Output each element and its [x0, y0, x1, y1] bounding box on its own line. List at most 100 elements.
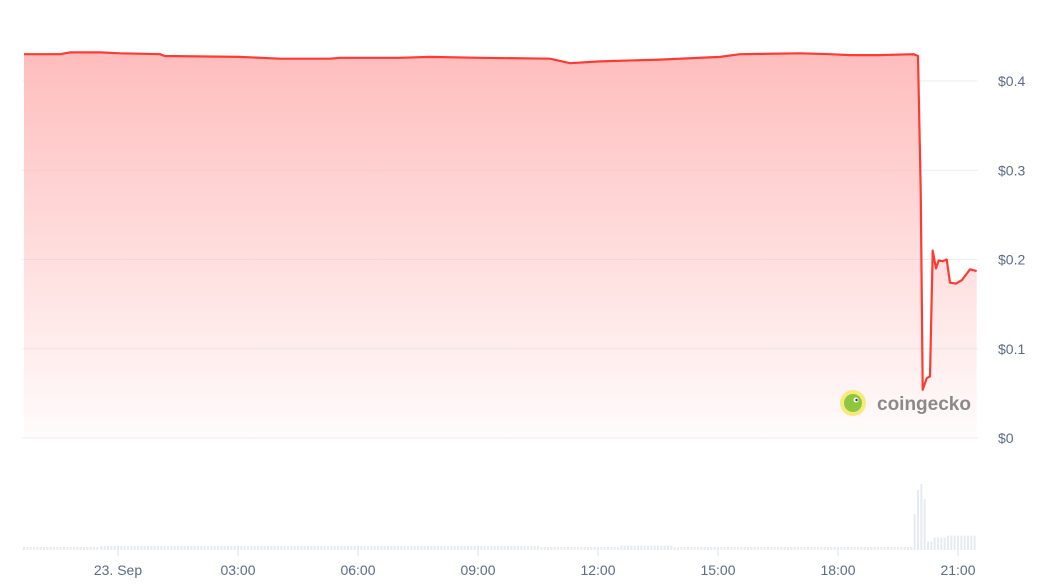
- volume-bar: [487, 545, 489, 550]
- volume-bar: [36, 547, 39, 550]
- volume-bar: [123, 545, 126, 550]
- volume-bar: [673, 547, 676, 550]
- volume-bar: [467, 545, 469, 550]
- volume-bar: [890, 547, 893, 550]
- volume-bar: [73, 547, 75, 550]
- volume-bar: [683, 547, 686, 550]
- volume-bar: [667, 545, 669, 550]
- volume-bar: [373, 545, 376, 550]
- volume-bar: [847, 547, 849, 550]
- volume-bar: [230, 545, 233, 550]
- volume-bar: [383, 545, 386, 550]
- volume-bar: [89, 547, 92, 550]
- volume-bar: [323, 545, 326, 550]
- volume-bar: [333, 545, 336, 550]
- volume-bar: [313, 545, 316, 550]
- volume-bar: [107, 545, 109, 550]
- volume-bar: [567, 547, 569, 550]
- volume-bar: [297, 545, 299, 550]
- volume-bar: [887, 547, 889, 550]
- volume-bar: [413, 545, 416, 550]
- volume-bar: [330, 545, 333, 550]
- volume-bar: [663, 545, 666, 550]
- volume-bar: [167, 545, 169, 550]
- volume-bar: [360, 545, 363, 550]
- volume-bar: [743, 547, 746, 550]
- volume-bar: [640, 545, 643, 550]
- volume-bar: [540, 547, 543, 550]
- y-tick-label: $0: [998, 430, 1014, 446]
- volume-bar: [280, 545, 283, 550]
- volume-bar: [973, 535, 976, 550]
- volume-bar: [730, 547, 733, 550]
- volume-bar: [240, 545, 243, 550]
- volume-bar: [253, 545, 256, 550]
- volume-bar: [353, 545, 356, 550]
- volume-bar: [53, 547, 55, 550]
- volume-bar: [807, 547, 809, 550]
- volume-bar: [710, 547, 713, 550]
- volume-bar: [747, 547, 749, 550]
- volume-bar: [227, 545, 229, 550]
- volume-bar: [100, 545, 103, 550]
- volume-bar: [493, 545, 496, 550]
- volume-bar: [727, 547, 729, 550]
- volume-bar: [867, 547, 869, 550]
- watermark-text: coingecko: [877, 394, 971, 415]
- volume-bar: [610, 547, 613, 550]
- volume-bar: [453, 545, 456, 550]
- volume-bar: [480, 545, 483, 550]
- volume-bar: [160, 545, 163, 550]
- volume-bar: [243, 545, 246, 550]
- volume-bar: [400, 545, 403, 550]
- x-tick-label: 23. Sep: [94, 562, 142, 578]
- volume-bar: [120, 545, 123, 550]
- volume-bar: [763, 547, 766, 550]
- volume-bar: [823, 547, 826, 550]
- volume-bar: [637, 545, 639, 550]
- volume-bar: [417, 545, 419, 550]
- volume-bar: [517, 545, 519, 550]
- volume-bar: [79, 547, 82, 550]
- volume-bar: [490, 545, 493, 550]
- volume-bar: [900, 547, 903, 550]
- volume-bar: [633, 545, 636, 550]
- volume-bar: [170, 545, 173, 550]
- volume-bar: [450, 545, 453, 550]
- volume-bar: [407, 545, 409, 550]
- volume-bar: [283, 545, 286, 550]
- volume-bar: [543, 547, 546, 550]
- volume-bar: [183, 545, 186, 550]
- volume-bar: [833, 547, 836, 550]
- volume-bar: [483, 545, 486, 550]
- volume-bar: [860, 547, 863, 550]
- volume-bar: [813, 547, 816, 550]
- volume-bar: [940, 537, 943, 550]
- volume-bar: [810, 547, 813, 550]
- volume-bar: [957, 535, 959, 550]
- volume-bar: [783, 547, 786, 550]
- volume-bar: [237, 545, 239, 550]
- volume-bar: [513, 545, 516, 550]
- volume-bar: [39, 547, 42, 550]
- price-area: [24, 52, 977, 439]
- x-tick-label: 03:00: [220, 562, 255, 578]
- volume-bar: [600, 547, 603, 550]
- volume-bar: [310, 545, 313, 550]
- volume-bar: [390, 545, 393, 550]
- volume-bar: [803, 547, 806, 550]
- volume-bar: [320, 545, 323, 550]
- volume-bar: [210, 545, 213, 550]
- volume-bar: [200, 545, 203, 550]
- volume-bar: [59, 547, 62, 550]
- volume-bar: [697, 547, 699, 550]
- volume-bar: [580, 547, 583, 550]
- volume-bar: [173, 545, 176, 550]
- y-tick-label: $0.2: [998, 252, 1025, 268]
- volume-bar: [857, 547, 859, 550]
- x-tick-label: 21:00: [940, 562, 975, 578]
- volume-bar: [460, 545, 463, 550]
- volume-bar: [300, 545, 303, 550]
- volume-bar: [130, 545, 133, 550]
- volume-bar: [690, 547, 693, 550]
